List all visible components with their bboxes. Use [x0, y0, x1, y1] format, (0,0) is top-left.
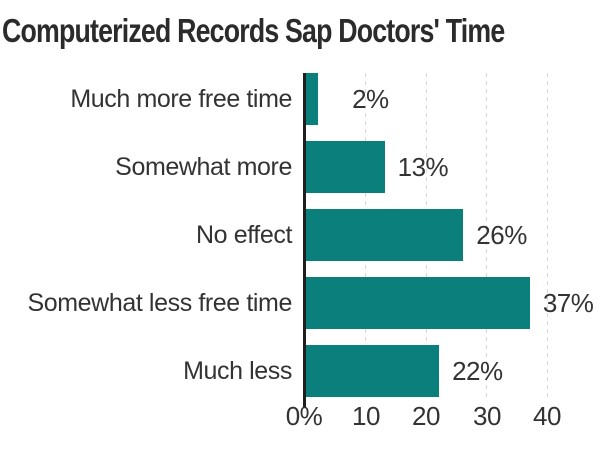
zero-axis-line [303, 73, 306, 407]
value-label: 26% [476, 219, 527, 250]
category-label: No effect [196, 221, 292, 249]
gridline-40 [547, 73, 548, 397]
bar-row: 26% [306, 209, 559, 261]
bar-no-effect [306, 209, 464, 261]
bar-much-less [306, 345, 440, 397]
value-label: 2% [352, 83, 389, 114]
chart-title: Computerized Records Sap Doctors' Time [2, 12, 505, 49]
bar-much-more-free-time [306, 73, 319, 125]
x-tick-label: 40 [533, 401, 561, 431]
category-label: Somewhat more [115, 153, 292, 181]
value-label: 37% [542, 287, 594, 318]
bar-row: 2% [306, 73, 559, 125]
bar-row: 22% [306, 345, 559, 397]
bar-somewhat-more [306, 141, 385, 193]
bar-somewhat-less-free-time [306, 277, 530, 329]
x-tick-label: 30 [473, 401, 501, 431]
category-label: Somewhat less free time [27, 289, 292, 317]
bars: 2% 13% 26% 37% 22% [306, 73, 594, 397]
value-label: 13% [397, 151, 449, 182]
x-tick-label: 0% [285, 401, 323, 431]
category-labels: Much more free time Somewhat more No eff… [0, 73, 292, 397]
x-axis: 0% 10 20 30 40 [286, 401, 562, 431]
category-label: Much more free time [70, 85, 292, 113]
x-tick-label: 20 [412, 401, 440, 431]
value-label: 22% [452, 355, 503, 386]
plot-area: 2% 13% 26% 37% 22% [306, 73, 594, 397]
x-tick-label: 10 [352, 401, 380, 431]
gridline-30 [486, 73, 487, 397]
bar-row: 37% [306, 277, 594, 329]
bar-row: 13% [306, 141, 559, 193]
category-label: Much less [183, 357, 292, 385]
